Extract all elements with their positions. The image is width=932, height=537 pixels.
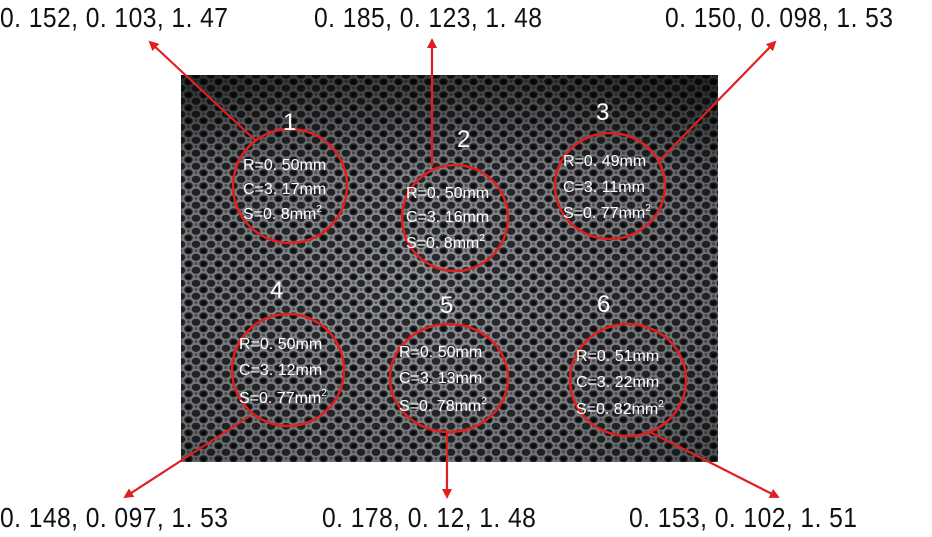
region-5-circle [388,322,510,434]
region-5-area: S=0. 78mm2 [399,396,487,415]
region-2-number: 2 [457,126,470,153]
region-5-radius: R=0. 50mm [399,344,482,361]
region-2-radius: R=0. 50mm [406,185,489,202]
region-1-area: S=0. 8mm2 [243,204,322,223]
arrow-region-4 [123,415,251,499]
region-3-values: 0. 150, 0. 098, 1. 53 [665,2,894,33]
region-5-values: 0. 178, 0. 12, 1. 48 [322,502,537,533]
arrow-region-3 [659,40,777,161]
region-4-radius: R=0. 50mm [239,336,322,353]
region-1-radius: R=0. 50mm [243,157,326,174]
region-2-circumference: C=3. 16mm [406,209,489,226]
region-6-number: 6 [597,291,610,318]
region-4-circle [230,312,346,428]
region-3-radius: R=0. 49mm [563,153,646,170]
region-3-area: S=0. 77mm2 [563,203,651,222]
region-1-values: 0. 152, 0. 103, 1. 47 [0,2,229,33]
region-2-values: 0. 185, 0. 123, 1. 48 [314,2,543,33]
region-2-circle [400,163,510,273]
region-1-circle [231,127,349,245]
region-4-number: 4 [270,277,283,304]
region-4-circumference: C=3. 12mm [239,362,322,379]
arrow-region-1 [148,40,256,141]
region-1-number: 1 [283,109,296,136]
region-3-circle [553,131,667,241]
region-6-values: 0. 153, 0. 102, 1. 51 [629,502,858,533]
surface-photo [181,75,718,462]
region-4-values: 0. 148, 0. 097, 1. 53 [0,502,229,533]
region-6-area: S=0. 82mm2 [576,399,664,418]
region-4-area: S=0. 77mm2 [239,388,327,407]
region-5-circumference: C=3. 13mm [399,370,482,387]
region-3-number: 3 [596,99,609,126]
arrow-region-6 [649,431,780,498]
region-6-radius: R=0. 51mm [576,348,659,365]
region-2-area: S=0. 8mm2 [406,233,485,252]
region-5-number: 5 [440,292,453,319]
region-3-circumference: C=3. 11mm [563,179,645,196]
region-6-circle [568,322,688,438]
region-6-circumference: C=3. 22mm [576,374,659,391]
region-1-circumference: C=3. 17mm [243,181,326,198]
